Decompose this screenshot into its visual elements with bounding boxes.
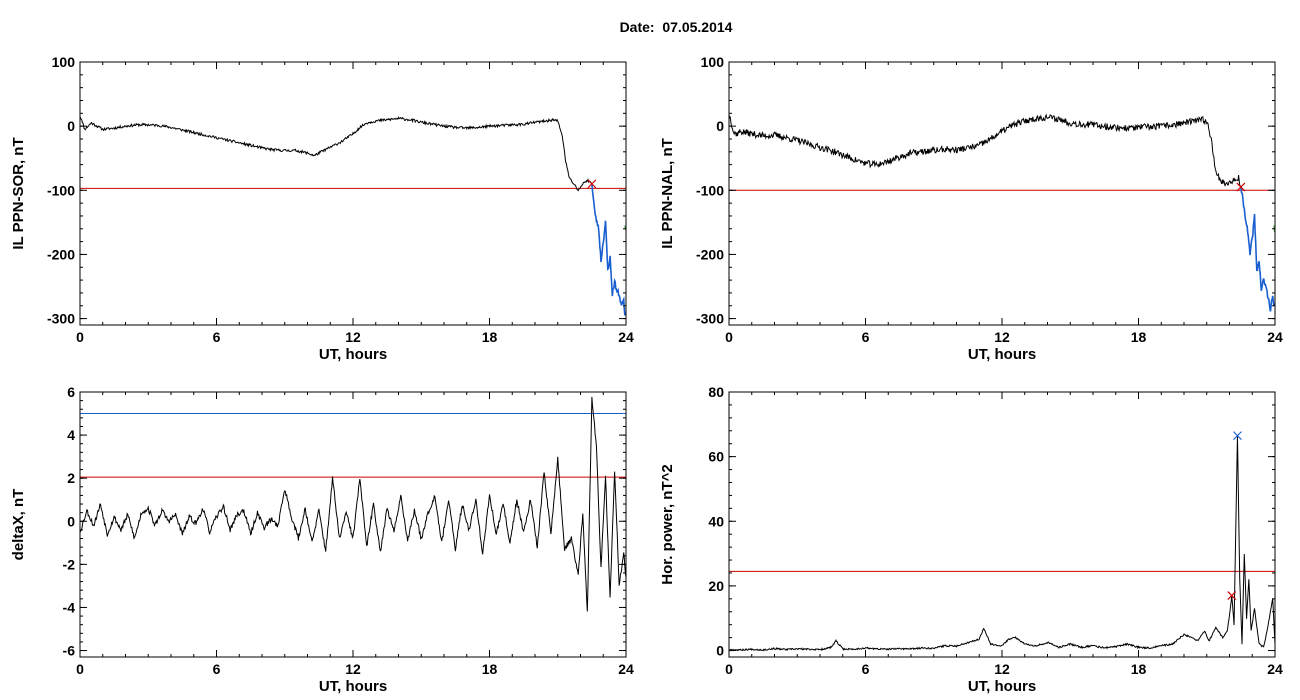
x-tick-label: 6 (862, 661, 870, 677)
plot-frame (79, 391, 627, 658)
chart-panel-1: 0 6 12 18 24 100 0 -100 -200 -300 UT, hours IL PPN-… (10, 54, 634, 363)
plot-frame (728, 391, 1276, 658)
plot-frame (79, 61, 627, 326)
chart-panel-2: 0 6 12 18 24 100 0 -100 -200 -300 UT, hours IL PPN-… (659, 54, 1283, 363)
x-tick-label: 18 (482, 661, 498, 677)
y-tick-label: -6 (63, 643, 76, 659)
x-tick-label: 18 (482, 329, 498, 345)
x-tick-label: 0 (76, 329, 84, 345)
x-marker (587, 179, 597, 189)
y-tick-label: -100 (47, 182, 75, 198)
figure-title: Date: 07.05.2014 (0, 19, 1300, 35)
x-axis-label: UT, hours (968, 346, 1036, 363)
x-tick-label: 0 (725, 329, 733, 345)
series-line (80, 116, 593, 192)
x-axis-label: UT, hours (319, 346, 387, 363)
series-line (729, 436, 1275, 652)
x-tick-label: 12 (994, 661, 1010, 677)
y-tick-label: -300 (696, 311, 724, 327)
x-tick-label: 0 (76, 661, 84, 677)
y-tick-label: 6 (67, 384, 75, 400)
y-tick-label: 80 (708, 384, 724, 400)
date-label: Date: (619, 19, 655, 35)
x-tick-label: 12 (994, 329, 1010, 345)
x-tick-label: 24 (1267, 661, 1283, 677)
x-tick-label: 24 (618, 661, 634, 677)
y-tick-label: 40 (708, 513, 724, 529)
x-axis-label: UT, hours (319, 678, 387, 695)
y-tick-label: 0 (67, 513, 75, 529)
chart-panel-4: 0 6 12 18 24 80 60 40 20 0 UT, hours Hor. power, nT… (659, 384, 1283, 695)
y-axis-label: IL PPN-NAL, nT (659, 138, 676, 249)
x-marker (1233, 431, 1242, 441)
x-marker (1236, 182, 1246, 192)
x-marker (1227, 591, 1237, 601)
y-axis-label: deltaX, nT (10, 489, 27, 561)
series-line (729, 113, 1242, 188)
chart-panel-3: 0 6 12 18 24 6 4 2 0 -2 -4 -6 UT, hours deltaX, nT (10, 384, 634, 695)
series-line (80, 396, 626, 612)
x-tick-label: 18 (1131, 329, 1147, 345)
y-tick-label: -200 (696, 246, 724, 262)
x-tick-label: 6 (213, 661, 221, 677)
series-line (591, 183, 626, 316)
x-tick-label: 24 (1267, 329, 1283, 345)
plot-frame (728, 61, 1276, 326)
y-axis-label: Hor. power, nT^2 (659, 464, 676, 584)
x-tick-label: 18 (1131, 661, 1147, 677)
series-line (624, 225, 626, 231)
x-tick-label: 0 (725, 661, 733, 677)
y-tick-label: 0 (716, 643, 724, 659)
x-axis-label: UT, hours (968, 678, 1036, 695)
x-tick-label: 6 (213, 329, 221, 345)
y-axis-label: IL PPN-SOR, nT (10, 137, 27, 249)
y-tick-label: 60 (708, 449, 724, 465)
y-tick-label: 0 (67, 118, 75, 134)
x-tick-label: 24 (618, 329, 634, 345)
y-tick-label: -4 (63, 599, 76, 615)
y-tick-label: 20 (708, 578, 724, 594)
y-tick-label: -2 (63, 556, 76, 572)
y-tick-label: -200 (47, 246, 75, 262)
x-tick-label: 6 (862, 329, 870, 345)
y-tick-label: -100 (696, 182, 724, 198)
x-tick-label: 12 (345, 661, 361, 677)
y-tick-label: -300 (47, 311, 75, 327)
y-tick-label: 100 (52, 54, 76, 70)
y-tick-label: 2 (67, 470, 75, 486)
date-value: 07.05.2014 (662, 19, 733, 35)
y-tick-label: 100 (701, 54, 725, 70)
y-tick-label: 0 (716, 118, 724, 134)
y-tick-label: 4 (67, 427, 75, 443)
x-tick-label: 12 (345, 329, 361, 345)
series-line (1240, 186, 1275, 312)
